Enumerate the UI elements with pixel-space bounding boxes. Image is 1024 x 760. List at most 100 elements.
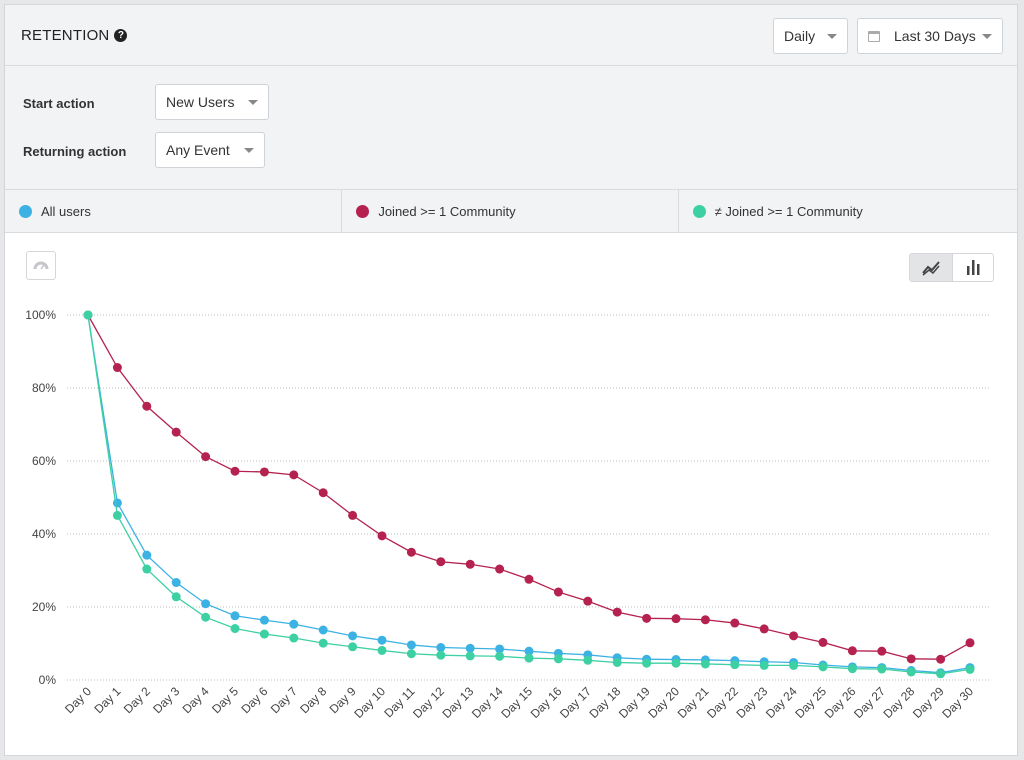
y-tick-label: 80%: [32, 381, 56, 395]
x-tick-label: Day 5: [209, 684, 241, 716]
returning-action-dropdown[interactable]: Any Event: [155, 132, 265, 168]
data-point: [259, 615, 269, 625]
x-tick-label: Day 26: [822, 684, 859, 721]
date-range-value: Last 30 Days: [894, 28, 976, 44]
data-point: [936, 654, 946, 664]
data-point: [230, 624, 240, 634]
x-tick-label: Day 28: [881, 684, 918, 721]
data-point: [642, 613, 652, 623]
data-point: [171, 592, 181, 602]
chevron-down-icon: [248, 100, 258, 105]
x-tick-label: Day 12: [410, 684, 447, 721]
start-action-dropdown[interactable]: New Users: [155, 84, 269, 120]
x-tick-label: Day 15: [498, 684, 535, 721]
data-point: [671, 658, 681, 668]
data-point: [877, 664, 887, 674]
series-line: [87, 314, 971, 675]
legend-item-all-users[interactable]: All users: [5, 190, 343, 232]
series-legend: All users Joined >= 1 Community ≠ Joined…: [5, 190, 1017, 233]
x-tick-label: Day 18: [587, 684, 624, 721]
series-line: [87, 314, 971, 660]
retention-panel: RETENTION ? Daily Last 30 Days Start act…: [4, 4, 1018, 756]
data-point: [730, 618, 740, 628]
data-point: [230, 466, 240, 476]
returning-action-value: Any Event: [166, 142, 230, 158]
date-range-dropdown[interactable]: Last 30 Days: [857, 18, 1003, 54]
data-point: [495, 651, 505, 661]
data-point: [289, 619, 299, 629]
data-point: [289, 633, 299, 643]
data-point: [318, 488, 328, 498]
data-point: [730, 660, 740, 670]
series-color-dot: [692, 204, 706, 218]
data-point: [377, 531, 387, 541]
speedometer-icon[interactable]: [26, 251, 56, 280]
data-point: [318, 638, 328, 648]
line-chart-icon[interactable]: [910, 254, 953, 281]
data-point: [524, 646, 534, 656]
y-tick-label: 100%: [25, 308, 56, 322]
data-point: [524, 574, 534, 584]
y-tick-label: 40%: [32, 527, 56, 541]
data-point: [230, 611, 240, 621]
data-point: [377, 635, 387, 645]
data-point: [406, 547, 416, 557]
returning-action-label: Returning action: [23, 144, 127, 159]
data-point: [465, 643, 475, 653]
data-point: [348, 631, 358, 641]
data-point: [789, 631, 799, 641]
data-point: [259, 467, 269, 477]
x-tick-label: Day 21: [675, 684, 712, 721]
interval-dropdown[interactable]: Daily: [773, 18, 848, 54]
data-point: [553, 587, 563, 597]
data-point: [936, 669, 946, 679]
title-text: RETENTION: [21, 27, 110, 44]
x-tick-label: Day 27: [851, 684, 888, 721]
chart-type-toggle: [909, 253, 994, 282]
data-point: [142, 401, 152, 411]
data-point: [465, 651, 475, 661]
data-point: [642, 658, 652, 668]
bar-chart-icon[interactable]: [953, 254, 994, 281]
data-point: [83, 310, 93, 320]
panel-header: RETENTION ? Daily Last 30 Days: [5, 5, 1017, 66]
x-tick-label: Day 8: [297, 684, 329, 716]
data-point: [436, 643, 446, 653]
x-tick-label: Day 3: [150, 684, 182, 716]
data-point: [495, 644, 505, 654]
data-point: [406, 649, 416, 659]
question-circle-icon[interactable]: ?: [114, 29, 128, 42]
chevron-down-icon: [827, 34, 837, 39]
start-action-label: Start action: [23, 96, 95, 111]
data-point: [201, 599, 211, 609]
data-point: [612, 607, 622, 617]
x-tick-label: Day 2: [121, 684, 153, 716]
data-point: [377, 645, 387, 655]
data-point: [700, 659, 710, 669]
data-point: [847, 646, 857, 656]
y-tick-label: 0%: [39, 673, 57, 687]
series-color-dot: [19, 204, 32, 218]
x-tick-label: Day 6: [238, 684, 270, 716]
data-point: [671, 614, 681, 624]
x-tick-label: Day 4: [180, 684, 212, 716]
data-point: [436, 650, 446, 660]
data-point: [348, 642, 358, 652]
legend-item-not-joined[interactable]: ≠ Joined >= 1 Community: [679, 190, 1017, 232]
data-point: [965, 664, 975, 674]
data-point: [171, 578, 181, 588]
legend-item-joined[interactable]: Joined >= 1 Community: [342, 190, 679, 232]
data-point: [465, 559, 475, 569]
chevron-down-icon: [244, 148, 254, 153]
data-point: [171, 427, 181, 437]
legend-label: Joined >= 1 Community: [378, 203, 516, 219]
x-tick-label: Day 29: [910, 684, 947, 721]
filters-section: Start action New Users Returning action …: [5, 66, 1017, 190]
data-point: [436, 557, 446, 567]
data-point: [142, 564, 152, 574]
data-point: [318, 625, 328, 635]
y-tick-label: 20%: [32, 600, 56, 614]
interval-value: Daily: [784, 28, 816, 44]
data-point: [789, 660, 799, 670]
